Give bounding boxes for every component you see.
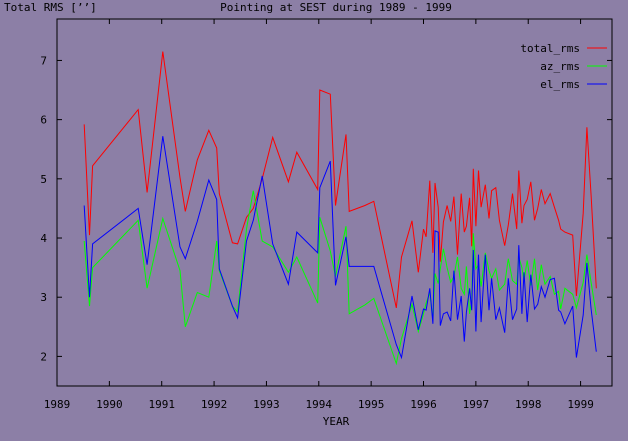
legend-label-el-rms: el_rms (540, 78, 580, 91)
x-tick-label: 1994 (306, 398, 333, 411)
x-tick-label: 1993 (253, 398, 280, 411)
chart-title: Pointing at SEST during 1989 - 1999 (220, 1, 452, 14)
y-tick-label: 4 (40, 232, 47, 245)
y-tick-label: 2 (40, 350, 47, 363)
x-axis-label: YEAR (323, 415, 350, 428)
x-axis: 1989 1990 1991 1992 1993 1994 1995 1996 1997 1998… (44, 19, 594, 411)
x-tick-label: 1991 (148, 398, 175, 411)
series-line-az-rms (83, 190, 597, 366)
x-tick-label: 1998 (515, 398, 542, 411)
y-axis-label: Total RMS [’’] (4, 1, 97, 14)
legend: total_rms az_rms el_rms (520, 42, 607, 91)
x-tick-label: 1999 (567, 398, 594, 411)
x-tick-label: 1989 (44, 398, 71, 411)
plot-frame (56, 18, 613, 387)
y-tick-label: 5 (40, 173, 47, 186)
x-tick-label: 1990 (96, 398, 123, 411)
x-tick-label: 1995 (358, 398, 385, 411)
x-tick-label: 1992 (201, 398, 228, 411)
legend-label-total-rms: total_rms (520, 42, 580, 55)
y-tick-label: 6 (40, 114, 47, 127)
y-axis: 2 3 4 5 6 7 (40, 54, 612, 363)
series-line-el-rms (83, 136, 597, 360)
legend-label-az-rms: az_rms (540, 60, 580, 73)
series-lines (83, 51, 597, 366)
x-tick-label: 1997 (463, 398, 490, 411)
y-tick-label: 7 (40, 54, 47, 67)
y-tick-label: 3 (40, 291, 47, 304)
x-tick-label: 1996 (410, 398, 437, 411)
series-line-total-rms (83, 51, 597, 309)
